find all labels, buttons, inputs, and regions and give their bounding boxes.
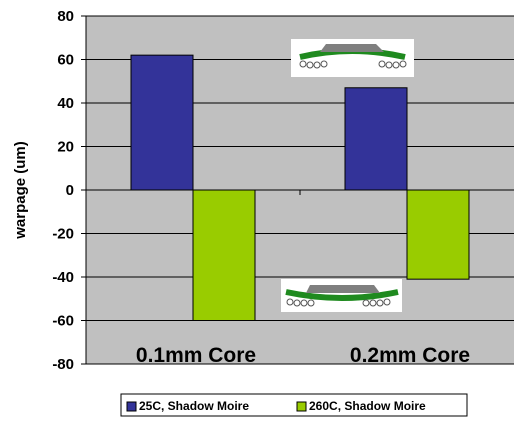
bar-260c-1 — [192, 189, 256, 321]
y-tick-label: -60 — [52, 313, 74, 330]
bar-25c-1 — [130, 54, 194, 191]
y-tick-label: 0 — [66, 182, 74, 199]
y-tick-label: 20 — [57, 139, 74, 156]
category-label: 0.2mm Core — [350, 344, 470, 367]
y-tick-label: -80 — [52, 356, 74, 373]
bar-25c-2 — [344, 87, 408, 191]
legend-swatch-260c — [296, 401, 307, 412]
bar-260c-2 — [406, 189, 470, 280]
legend-label-260c: 260C, Shadow Moire — [309, 399, 426, 413]
package-warpage-convex-icon — [291, 39, 414, 77]
y-tick-label: 40 — [57, 95, 74, 112]
y-tick-label: 80 — [57, 8, 74, 25]
y-tick-label: 60 — [57, 52, 74, 69]
y-tick-labels: 80 60 40 20 0 -20 -40 -60 -80 — [52, 8, 74, 373]
package-warpage-concave-icon — [281, 279, 402, 312]
bars — [130, 54, 470, 321]
legend: 25C, Shadow Moire 260C, Shadow Moire — [120, 393, 468, 417]
legend-swatch-25c — [126, 401, 137, 412]
category-label: 0.1mm Core — [136, 344, 256, 367]
y-axis-label: warpage (um) — [12, 141, 29, 240]
legend-label-25c: 25C, Shadow Moire — [139, 399, 249, 413]
y-tick-label: -40 — [52, 269, 74, 286]
y-tick-label: -20 — [52, 226, 74, 243]
category-labels: 0.1mm Core 0.2mm Core — [136, 344, 470, 367]
